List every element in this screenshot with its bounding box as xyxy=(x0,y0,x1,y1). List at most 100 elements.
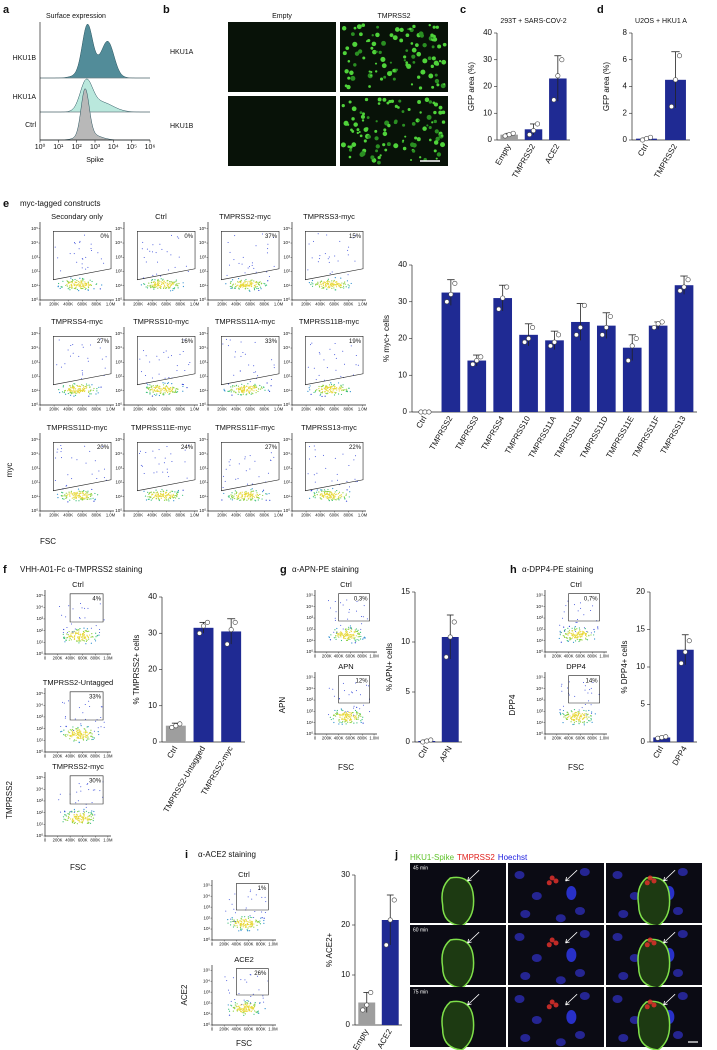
flow-event xyxy=(65,725,67,727)
flow-event xyxy=(86,498,88,500)
y-tick-label: 10⁵ xyxy=(199,331,206,336)
flow-event xyxy=(90,498,92,500)
data-point xyxy=(391,897,397,903)
flow-event xyxy=(328,387,330,389)
flow-event xyxy=(581,707,583,709)
flow-event xyxy=(256,975,258,977)
flow-event xyxy=(224,976,226,978)
gfp-cell xyxy=(358,49,363,54)
flow-event xyxy=(236,285,238,287)
flow-plot-title: Secondary only xyxy=(51,212,103,221)
flow-event xyxy=(78,731,80,734)
flow-event xyxy=(84,734,86,736)
flow-event xyxy=(60,286,62,288)
bar xyxy=(193,627,214,742)
y-tick-label: 4 xyxy=(623,82,628,91)
flow-event xyxy=(158,373,160,375)
x-tick-label: TMPRSS4 xyxy=(480,414,507,452)
y-tick-label: 10⁰ xyxy=(31,402,38,407)
flow-event xyxy=(250,489,252,491)
flow-event xyxy=(71,281,73,283)
flow-event xyxy=(592,605,594,607)
flow-event xyxy=(313,492,315,494)
flow-y-label: TMPRSS2 xyxy=(5,781,14,819)
nucleus xyxy=(618,972,629,980)
flow-event xyxy=(154,387,157,390)
flow-event xyxy=(103,619,105,621)
arrow xyxy=(565,869,578,882)
gfp-cell xyxy=(395,68,399,71)
flow-event xyxy=(67,349,69,351)
flow-event xyxy=(225,910,227,912)
flow-event xyxy=(340,285,342,287)
flow-plot-title: TMPRSS11F-myc xyxy=(215,423,275,432)
flow-event xyxy=(75,739,77,741)
flow-event xyxy=(345,719,347,721)
flow-event xyxy=(354,629,356,631)
x-tick-label: 200K xyxy=(217,302,227,307)
flow-event xyxy=(250,496,252,498)
flow-event xyxy=(249,1003,251,1005)
flow-event xyxy=(336,498,338,500)
x-tick-label: 0 xyxy=(39,407,42,412)
micrograph xyxy=(228,96,336,166)
flow-event xyxy=(261,917,263,919)
flow-event xyxy=(267,243,269,245)
flow-event xyxy=(239,491,241,494)
flow-event xyxy=(590,719,592,721)
flow-event xyxy=(581,718,583,720)
flow-event xyxy=(337,493,340,495)
flow-event xyxy=(99,347,101,349)
data-point xyxy=(530,324,536,330)
flow-event xyxy=(239,284,241,286)
flow-event xyxy=(78,631,80,633)
x-tick-label: 0 xyxy=(211,942,214,947)
gate xyxy=(69,593,104,623)
flow-event xyxy=(153,472,155,474)
flow-event xyxy=(233,495,235,497)
flow-event xyxy=(348,711,350,713)
x-tick-label: 0 xyxy=(44,754,47,759)
flow-event xyxy=(86,634,88,636)
flow-event xyxy=(66,484,68,486)
x-tick-label: DPP4 xyxy=(671,744,690,767)
flow-event xyxy=(247,383,249,385)
flow-event xyxy=(350,630,353,633)
x-tick-label: Ctrl xyxy=(165,744,179,759)
gfp-cell xyxy=(389,33,394,38)
gate-percentage: 16% xyxy=(181,339,194,345)
flow-event xyxy=(82,492,84,494)
flow-event xyxy=(143,350,145,352)
flow-event xyxy=(563,611,565,613)
flow-event xyxy=(242,284,244,287)
flow-event xyxy=(346,480,348,482)
y-tick-label: 10³ xyxy=(31,359,38,364)
flow-event xyxy=(342,633,344,635)
flow-event xyxy=(250,922,253,924)
flow-event xyxy=(160,278,162,280)
flow-event xyxy=(578,627,581,629)
data-point xyxy=(668,104,674,110)
gfp-cell xyxy=(362,112,365,116)
flow-event xyxy=(355,354,357,356)
flow-event xyxy=(228,1014,231,1016)
flow-event xyxy=(570,721,572,723)
flow-event xyxy=(84,736,87,738)
flow-event xyxy=(65,814,67,816)
flow-event xyxy=(67,730,69,732)
flow-event xyxy=(257,287,259,290)
gfp-cell xyxy=(435,157,438,160)
gfp-cell xyxy=(375,144,380,149)
x-tick-label: 600K xyxy=(329,407,339,412)
flow-event xyxy=(66,285,69,287)
data-point xyxy=(651,324,657,330)
flow-event xyxy=(98,470,100,472)
flow-event xyxy=(245,494,247,496)
flow-event xyxy=(87,630,89,633)
y-tick-label: 10 xyxy=(636,662,645,671)
flow-event xyxy=(324,390,326,392)
flow-event xyxy=(341,282,343,284)
flow-event xyxy=(244,926,247,928)
gfp-cell xyxy=(438,105,443,110)
flow-event xyxy=(64,717,66,719)
